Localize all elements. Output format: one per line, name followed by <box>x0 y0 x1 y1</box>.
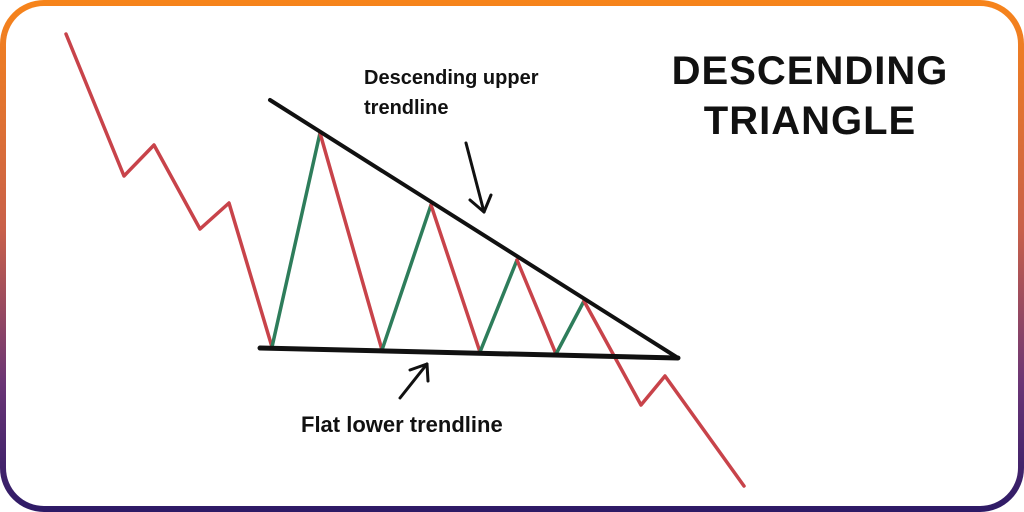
up-leg-4 <box>554 299 586 356</box>
down-leg-3 <box>515 258 558 356</box>
lower-trendline-label: Flat lower trendline <box>301 412 503 437</box>
up-leg-3 <box>478 258 519 354</box>
breakdown-leg <box>582 299 746 488</box>
down-leg-2 <box>429 203 482 354</box>
upper-trendline <box>268 98 680 360</box>
upper-trendline-label: Descending upper trendline <box>364 63 538 123</box>
arrow-down-icon <box>464 141 493 214</box>
lower-trendline <box>257 345 681 361</box>
upper-label-line2: trendline <box>364 97 449 119</box>
arrow-up-icon <box>398 362 430 400</box>
canvas-background <box>6 6 1018 506</box>
title-line2: TRIANGLE <box>703 99 917 143</box>
prior-downtrend <box>64 32 274 349</box>
up-leg-2 <box>380 203 433 352</box>
upper-label-line1: Descending upper <box>364 67 539 89</box>
up-leg-1 <box>270 131 322 349</box>
down-leg-1 <box>318 131 384 352</box>
title-line1: DESCENDING <box>671 49 949 93</box>
page-title: DESCENDING TRIANGLE <box>640 46 980 146</box>
